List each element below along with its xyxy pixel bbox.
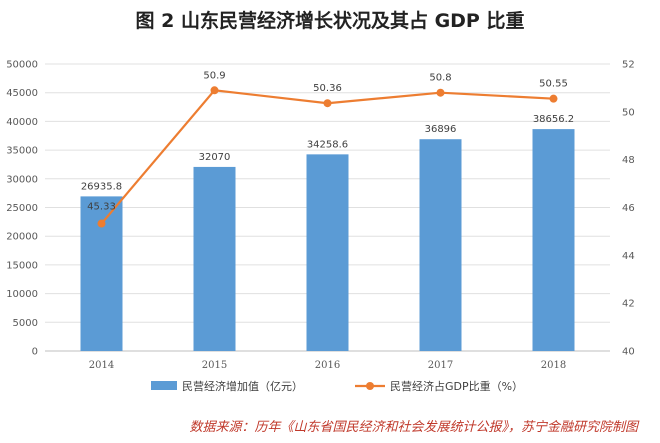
data-source-note: 数据来源：历年《山东省国民经济和社会发展统计公报》，苏宁金融研究院制图	[189, 420, 638, 435]
line-data-label: 50.55	[539, 79, 568, 90]
line-series: 45.33 50.9 50.36 50.8 50.55	[87, 70, 568, 228]
right-tick-label: 50	[622, 107, 635, 118]
left-tick-label: 35000	[6, 146, 38, 157]
bar-data-label: 34258.6	[307, 139, 348, 150]
right-tick-label: 46	[622, 203, 635, 214]
line-data-label: 50.9	[203, 70, 225, 81]
left-tick-label: 40000	[6, 117, 38, 128]
bar-data-label: 32070	[199, 152, 231, 163]
left-tick-label: 15000	[6, 260, 38, 271]
left-tick-label: 30000	[6, 174, 38, 185]
bar	[306, 154, 349, 351]
right-axis-ticks: 40 42 44 46 48 50 52	[622, 60, 635, 358]
x-tick-label: 2017	[428, 360, 453, 371]
left-tick-label: 10000	[6, 289, 38, 300]
bar-data-label: 38656.2	[533, 114, 574, 125]
bar	[193, 166, 236, 351]
line-data-label: 45.33	[87, 202, 116, 213]
line-point	[210, 86, 219, 95]
left-tick-label: 0	[32, 347, 38, 358]
legend-label-bar: 民营经济增加值（亿元）	[182, 379, 303, 393]
legend-marker-line	[366, 382, 374, 390]
line-point	[323, 99, 332, 108]
chart-title: 图 2 山东民营经济增长状况及其占 GDP 比重	[135, 10, 525, 32]
line-point	[97, 219, 106, 228]
line-point	[436, 88, 445, 97]
left-tick-label: 25000	[6, 203, 38, 214]
right-tick-label: 42	[622, 299, 635, 310]
x-tick-label: 2014	[89, 360, 114, 371]
left-tick-label: 20000	[6, 232, 38, 243]
right-tick-label: 44	[622, 251, 635, 262]
right-tick-label: 52	[622, 60, 635, 71]
line-point	[549, 94, 558, 103]
right-tick-label: 40	[622, 347, 635, 358]
line-data-label: 50.8	[429, 73, 451, 84]
legend: 民营经济增加值（亿元） 民营经济占GDP比重（%）	[151, 379, 523, 393]
x-tick-label: 2015	[202, 360, 227, 371]
x-axis-ticks: 2014 2015 2016 2017 2018	[89, 360, 566, 371]
bar	[419, 139, 462, 351]
left-tick-label: 45000	[6, 88, 38, 99]
legend-swatch-bar	[151, 381, 177, 390]
right-tick-label: 48	[622, 155, 635, 166]
bar	[532, 129, 575, 351]
x-tick-label: 2018	[541, 360, 566, 371]
left-tick-label: 5000	[13, 318, 38, 329]
left-axis-ticks: 0 5000 10000 15000 20000 25000 30000 35000 40000…	[6, 60, 38, 358]
bar-data-label: 26935.8	[81, 181, 122, 192]
legend-label-line: 民营经济占GDP比重（%）	[390, 379, 523, 393]
bar-data-label: 36896	[425, 124, 457, 135]
line-data-label: 50.36	[313, 83, 342, 94]
x-tick-label: 2016	[315, 360, 340, 371]
left-tick-label: 50000	[6, 60, 38, 71]
